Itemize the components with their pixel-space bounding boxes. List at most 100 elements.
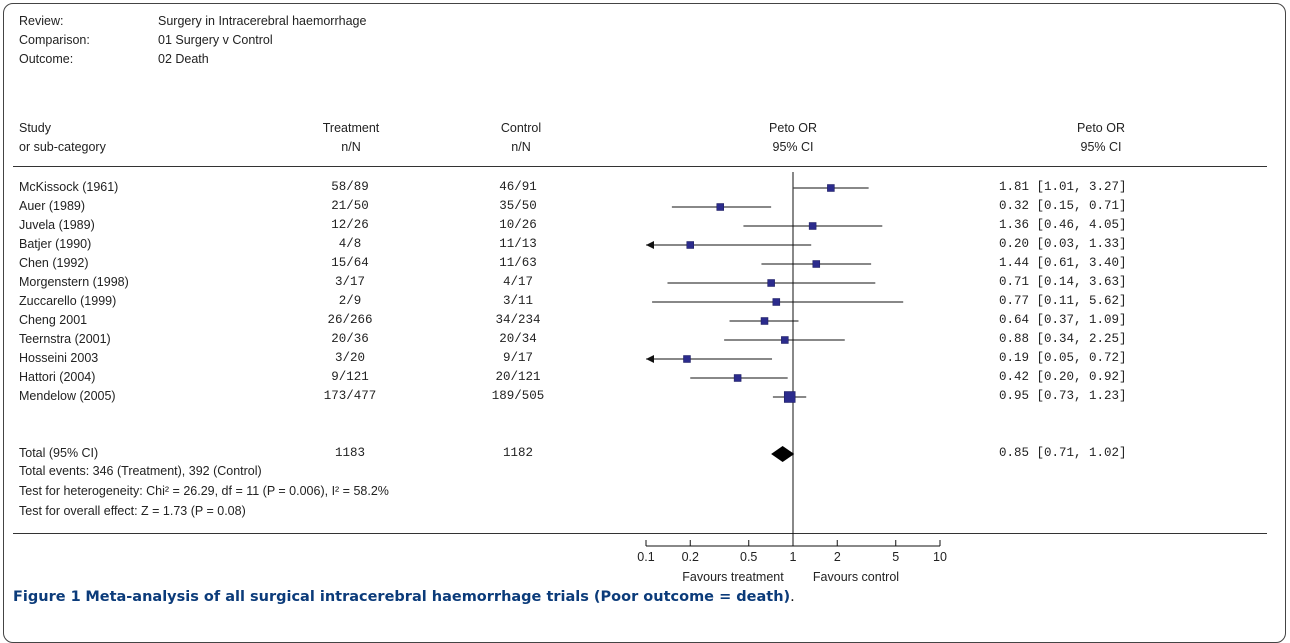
study-name: Juvela (1989) — [19, 218, 95, 232]
caption-end: . — [790, 589, 795, 605]
header-control-line1: Control — [500, 121, 542, 135]
heterogeneity-test: Test for heterogeneity: Chi² = 26.29, df… — [19, 484, 389, 498]
control-count: 35/50 — [499, 199, 537, 213]
estimate-ci: 1.36 [0.46, 4.05] — [999, 218, 1127, 232]
estimate-ci: 0.64 [0.37, 1.09] — [999, 313, 1127, 327]
study-marker — [781, 336, 789, 344]
estimate-ci: 1.81 [1.01, 3.27] — [999, 180, 1127, 194]
x-tick-label: 0.2 — [681, 550, 699, 564]
estimate-ci: 0.88 [0.34, 2.25] — [999, 332, 1127, 346]
header-estimate-line2: 95% CI — [1080, 140, 1122, 154]
header-treatment-line1: Treatment — [322, 121, 380, 135]
estimate-ci: 0.32 [0.15, 0.71] — [999, 199, 1127, 213]
control-count: 20/121 — [495, 370, 541, 384]
study-name: Morgenstern (1998) — [19, 275, 129, 289]
treatment-count: 15/64 — [331, 256, 369, 270]
study-name: Auer (1989) — [19, 199, 86, 213]
treatment-count: 3/20 — [334, 351, 366, 365]
figure-caption: Figure 1 Meta-analysis of all surgical i… — [13, 589, 795, 605]
study-marker — [683, 355, 691, 363]
control-count: 11/63 — [499, 256, 537, 270]
estimate-ci: 0.20 [0.03, 1.33] — [999, 237, 1127, 251]
study-name: Hattori (2004) — [19, 370, 96, 384]
header-plot-line2: 95% CI — [772, 140, 814, 154]
study-name: Mendelow (2005) — [19, 389, 116, 403]
total-control: 1182 — [502, 446, 534, 460]
overall-effect-test: Test for overall effect: Z = 1.73 (P = 0… — [19, 504, 246, 518]
treatment-count: 21/50 — [331, 199, 369, 213]
x-tick-label: 5 — [892, 550, 900, 564]
header-study-line1: Study — [19, 121, 51, 135]
header-study-line2: or sub-category — [19, 140, 106, 154]
control-count: 3/11 — [502, 294, 534, 308]
total-estimate: 0.85 [0.71, 1.02] — [999, 446, 1127, 460]
footer-divider — [13, 533, 1267, 534]
control-count: 46/91 — [499, 180, 537, 194]
total-diamond — [771, 446, 795, 462]
meta-value: 01 Surgery v Control — [158, 33, 273, 47]
study-name: Hosseini 2003 — [19, 351, 99, 365]
treatment-count: 58/89 — [331, 180, 369, 194]
control-count: 34/234 — [495, 313, 541, 327]
study-name: Teernstra (2001) — [19, 332, 111, 346]
header-plot-line1: Peto OR — [769, 121, 817, 135]
estimate-ci: 0.95 [0.73, 1.23] — [999, 389, 1127, 403]
control-count: 10/26 — [499, 218, 537, 232]
study-marker — [827, 184, 835, 192]
study-marker — [783, 391, 796, 403]
total-treatment: 1183 — [334, 446, 366, 460]
study-marker — [733, 374, 742, 382]
study-marker — [772, 298, 781, 306]
study-marker — [767, 279, 775, 287]
x-tick-label: 0.1 — [637, 550, 655, 564]
treatment-count: 2/9 — [338, 294, 362, 308]
study-marker — [812, 260, 821, 268]
x-tick-label: 1 — [789, 550, 797, 564]
header-divider — [13, 166, 1267, 167]
study-marker — [686, 241, 695, 249]
control-count: 20/34 — [499, 332, 537, 346]
study-name: Cheng 2001 — [19, 313, 88, 327]
estimate-ci: 0.42 [0.20, 0.92] — [999, 370, 1127, 384]
control-count: 9/17 — [502, 351, 534, 365]
x-tick-label: 2 — [833, 550, 841, 564]
ci-arrow-left — [646, 241, 654, 249]
header-estimate-line1: Peto OR — [1077, 121, 1125, 135]
meta-label: Review: — [19, 14, 64, 28]
treatment-count: 26/266 — [327, 313, 373, 327]
study-marker — [760, 317, 769, 325]
meta-value: 02 Death — [158, 52, 209, 66]
favours-control-label: Favours control — [812, 570, 900, 584]
total-events: Total events: 346 (Treatment), 392 (Cont… — [19, 464, 262, 478]
treatment-count: 173/477 — [323, 389, 377, 403]
treatment-count: 4/8 — [338, 237, 362, 251]
meta-label: Outcome: — [19, 52, 74, 66]
forest-plot — [645, 172, 941, 547]
control-count: 11/13 — [499, 237, 537, 251]
caption-label: Figure 1 — [13, 589, 81, 605]
x-tick-label: 10 — [933, 550, 947, 564]
treatment-count: 9/121 — [331, 370, 369, 384]
control-count: 4/17 — [502, 275, 534, 289]
treatment-count: 12/26 — [331, 218, 369, 232]
meta-value: Surgery in Intracerebral haemorrhage — [158, 14, 367, 28]
study-name: Zuccarello (1999) — [19, 294, 117, 308]
x-tick-label: 0.5 — [739, 550, 758, 564]
estimate-ci: 0.71 [0.14, 3.63] — [999, 275, 1127, 289]
control-count: 189/505 — [491, 389, 545, 403]
caption-text: Meta-analysis of all surgical intracereb… — [85, 589, 791, 605]
meta-label: Comparison: — [19, 33, 90, 47]
header-treatment-line2: n/N — [341, 140, 361, 154]
total-name: Total (95% CI) — [19, 446, 99, 460]
estimate-ci: 0.19 [0.05, 0.72] — [999, 351, 1127, 365]
study-marker — [808, 222, 817, 230]
study-marker — [716, 203, 725, 211]
estimate-ci: 1.44 [0.61, 3.40] — [999, 256, 1127, 270]
favours-treatment-label: Favours treatment — [682, 570, 784, 584]
treatment-count: 20/36 — [331, 332, 369, 346]
estimate-ci: 0.77 [0.11, 5.62] — [999, 294, 1127, 308]
study-name: McKissock (1961) — [19, 180, 119, 194]
ci-arrow-left — [646, 355, 654, 363]
header-control-line2: n/N — [511, 140, 531, 154]
treatment-count: 3/17 — [334, 275, 366, 289]
